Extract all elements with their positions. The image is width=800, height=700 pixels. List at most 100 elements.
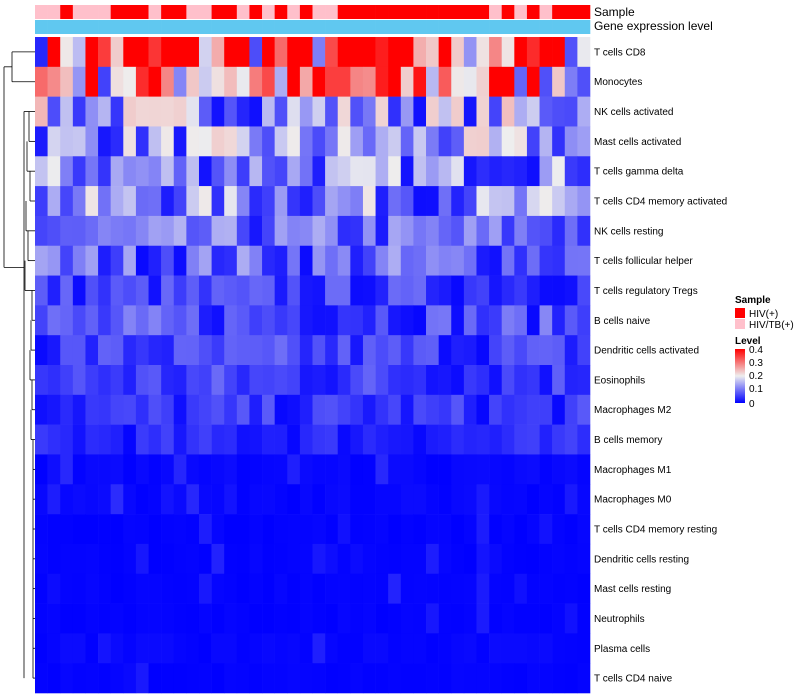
heatmap-cell xyxy=(85,573,99,604)
heatmap-cell xyxy=(135,543,149,575)
heatmap-cell xyxy=(438,573,452,604)
heatmap-cell xyxy=(224,394,238,425)
heatmap-cell xyxy=(577,215,591,247)
heatmap-cell xyxy=(375,186,389,217)
heatmap-cell xyxy=(438,245,452,276)
legend-swatch-hiv xyxy=(735,308,745,318)
heatmap-cell xyxy=(350,394,364,425)
heatmap-cell xyxy=(350,335,364,366)
heatmap-cell xyxy=(148,633,162,664)
heatmap-cell xyxy=(451,186,465,217)
sample-annotation-cell xyxy=(85,5,99,19)
heatmap-cell xyxy=(489,186,503,217)
heatmap-cell xyxy=(299,96,313,127)
level-legend-title: Level xyxy=(735,336,761,347)
heatmap-cell xyxy=(451,215,465,247)
heatmap-cell xyxy=(161,126,175,157)
heatmap-cell xyxy=(564,543,578,575)
heatmap-cell xyxy=(198,37,212,68)
heatmap-cell xyxy=(224,96,238,127)
heatmap-cell xyxy=(148,603,162,634)
sample-annotation-cell xyxy=(161,5,175,19)
heatmap-cell xyxy=(375,66,389,97)
heatmap-cell xyxy=(47,66,61,97)
heatmap-cell xyxy=(337,603,351,634)
heatmap-cell xyxy=(123,245,137,276)
heatmap-cell xyxy=(161,394,175,425)
row-label: T cells CD4 naive xyxy=(594,674,673,685)
heatmap-cell xyxy=(400,603,414,634)
heatmap-cell xyxy=(161,454,175,485)
heatmap-cell xyxy=(186,424,200,455)
expression-annotation-cell xyxy=(287,20,301,34)
heatmap-cell xyxy=(375,514,389,545)
legend-label-hiv: HIV(+) xyxy=(749,309,778,320)
heatmap-cell xyxy=(47,394,61,425)
heatmap-cell xyxy=(299,663,313,694)
heatmap-cell xyxy=(211,365,225,396)
sample-annotation-cell xyxy=(299,5,313,19)
heatmap-cell xyxy=(312,215,326,247)
heatmap-cell xyxy=(375,633,389,664)
heatmap-cell xyxy=(325,335,339,366)
heatmap-cell xyxy=(110,573,124,604)
heatmap-cell xyxy=(35,305,48,336)
expression-annotation-cell xyxy=(388,20,402,34)
heatmap-cell xyxy=(426,543,439,575)
heatmap-cell xyxy=(400,245,414,276)
expression-annotation-cell xyxy=(236,20,250,34)
heatmap-cell xyxy=(110,305,124,336)
heatmap-cell xyxy=(526,365,540,396)
heatmap-cell xyxy=(350,543,364,575)
heatmap-cell xyxy=(577,66,591,97)
expression-annotation-cell xyxy=(312,20,326,34)
heatmap-cell xyxy=(35,454,48,485)
heatmap-cell xyxy=(110,156,124,187)
heatmap-cell xyxy=(489,335,503,366)
heatmap-cell xyxy=(463,633,477,664)
heatmap-cell xyxy=(287,633,301,664)
row-label: Mast cells activated xyxy=(594,137,681,148)
heatmap-cell xyxy=(123,484,137,515)
heatmap-cell xyxy=(47,424,61,455)
heatmap-cell xyxy=(350,96,364,127)
heatmap-cell xyxy=(98,365,111,396)
heatmap-cell xyxy=(526,454,540,485)
heatmap-cell xyxy=(400,66,414,97)
heatmap-cell xyxy=(47,245,61,276)
heatmap-cell xyxy=(161,156,175,187)
heatmap-cell xyxy=(400,484,414,515)
sample-annotation-cell xyxy=(539,5,553,19)
heatmap-cell xyxy=(337,663,351,694)
heatmap-cell xyxy=(35,365,48,396)
heatmap-cell xyxy=(514,603,528,634)
heatmap-cell xyxy=(60,37,74,68)
heatmap-cell xyxy=(211,633,225,664)
heatmap-cell xyxy=(98,573,111,604)
heatmap-cell xyxy=(60,543,74,575)
heatmap-cell xyxy=(476,335,490,366)
heatmap-cell xyxy=(123,573,137,604)
heatmap-cell xyxy=(388,186,402,217)
heatmap-cell xyxy=(463,186,477,217)
heatmap-cell xyxy=(262,454,275,485)
expression-annotation-cell xyxy=(249,20,263,34)
heatmap-cell xyxy=(47,215,61,247)
heatmap-cell xyxy=(426,186,439,217)
heatmap-cell xyxy=(564,66,578,97)
heatmap-cell xyxy=(463,454,477,485)
sample-annotation-cell xyxy=(476,5,490,19)
heatmap-cell xyxy=(98,156,111,187)
heatmap-cell xyxy=(110,394,124,425)
heatmap-cell xyxy=(60,424,74,455)
heatmap-cell xyxy=(161,335,175,366)
heatmap-cell xyxy=(173,663,187,694)
sample-annotation-cell xyxy=(362,5,376,19)
heatmap-cell xyxy=(362,186,376,217)
heatmap-cell xyxy=(577,275,591,306)
heatmap-cell xyxy=(400,573,414,604)
heatmap-cell xyxy=(85,66,99,97)
sample-annotation-cell xyxy=(388,5,402,19)
heatmap-cell xyxy=(224,663,238,694)
heatmap-cell xyxy=(564,335,578,366)
